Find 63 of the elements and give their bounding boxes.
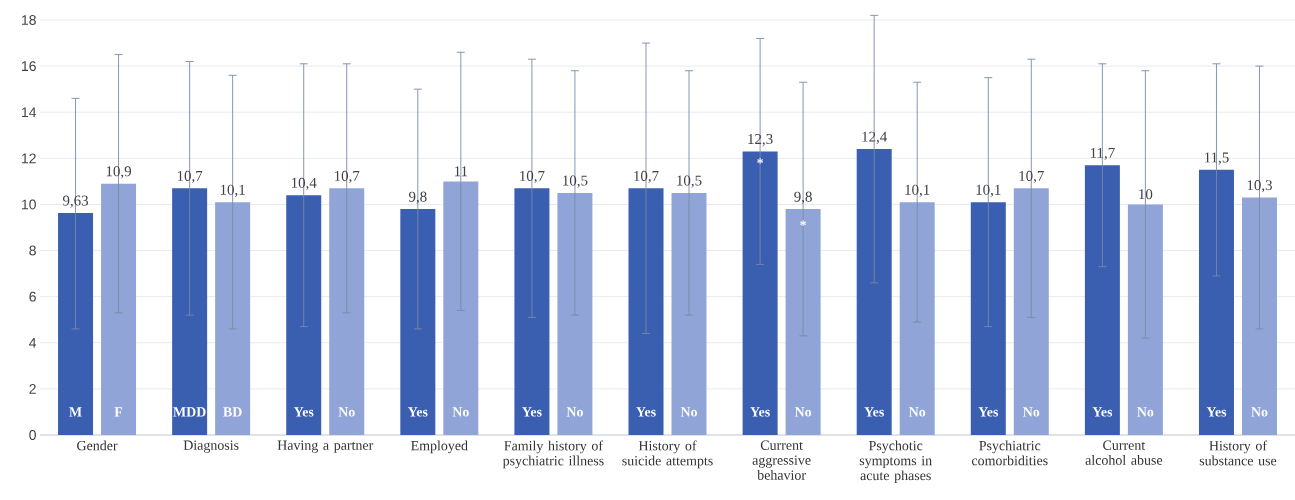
data-label: 9,8 (408, 191, 427, 204)
annotation: Yes (408, 407, 428, 417)
x-tick-label: Diagnosis (183, 440, 239, 453)
data-label: 10,5 (563, 175, 588, 188)
data-label: 10,7 (334, 170, 360, 184)
data-label: 10,1 (905, 184, 930, 197)
annotation: Yes (750, 407, 770, 417)
y-tick-label: 6 (29, 291, 36, 302)
annotation: * (757, 158, 763, 164)
data-label: 10 (1139, 189, 1153, 200)
y-tick-label: 14 (22, 107, 37, 118)
data-label: 10,5 (677, 175, 702, 188)
annotation: MDD (173, 407, 206, 417)
x-tick-label: Current aggressive behavior (752, 440, 811, 480)
annotation: Yes (1206, 407, 1227, 417)
annotation: No (908, 407, 926, 417)
y-tick-label: 0 (29, 430, 36, 440)
data-label: 9,8 (794, 191, 812, 204)
data-label: 10,4 (291, 177, 317, 191)
annotation: Yes (864, 407, 884, 417)
data-label: 10,7 (1019, 170, 1044, 184)
annotation: No (1251, 407, 1268, 417)
data-label: 10,7 (177, 170, 203, 184)
data-label: 10,7 (520, 170, 545, 184)
x-tick-label: Employed (411, 440, 468, 454)
annotation: No (680, 407, 697, 417)
annotation: Yes (293, 407, 314, 417)
annotation: No (1023, 407, 1040, 417)
y-tick-label: 8 (29, 245, 36, 256)
annotation: M (69, 407, 82, 417)
annotation: F (114, 407, 123, 417)
x-tick-label: Psychiatric comorbidities (971, 440, 1048, 466)
annotation: No (566, 407, 583, 417)
y-tick-label: 16 (22, 61, 36, 72)
annotation: No (452, 407, 469, 417)
x-tick-label: History of substance use (1199, 440, 1277, 466)
annotation: Yes (978, 407, 999, 417)
data-label: 10,1 (976, 184, 1001, 197)
y-tick-label: 2 (29, 384, 36, 394)
annotation: Yes (522, 407, 542, 417)
data-label: 10,1 (220, 184, 245, 197)
annotation: Yes (636, 407, 656, 417)
x-tick-label: Gender (77, 440, 118, 451)
x-tick-label: History of suicide attempts (622, 440, 713, 469)
x-tick-label: Family history of psychiatric illness (502, 440, 604, 469)
data-label: 10,7 (634, 170, 659, 184)
annotation: BD (223, 407, 242, 417)
y-tick-label: 4 (29, 337, 37, 348)
data-label: 12,3 (748, 134, 773, 147)
x-tick-label: Having a partner (277, 440, 374, 453)
annotation: No (794, 407, 812, 417)
data-label: 12,4 (862, 131, 888, 144)
x-tick-label: Current alcohol abuse (1085, 440, 1163, 465)
y-tick-label: 12 (22, 153, 36, 164)
x-tick-label: Psychotic symptoms in acute phases (859, 440, 932, 484)
annotation: No (338, 407, 355, 417)
annotation: * (800, 220, 806, 226)
y-tick-label: 18 (22, 15, 36, 25)
annotation: No (1137, 407, 1154, 417)
data-label: 11,7 (1090, 147, 1115, 161)
y-tick-label: 10 (22, 199, 36, 210)
data-label: 11 (454, 166, 468, 177)
annotation: Yes (1092, 407, 1113, 417)
